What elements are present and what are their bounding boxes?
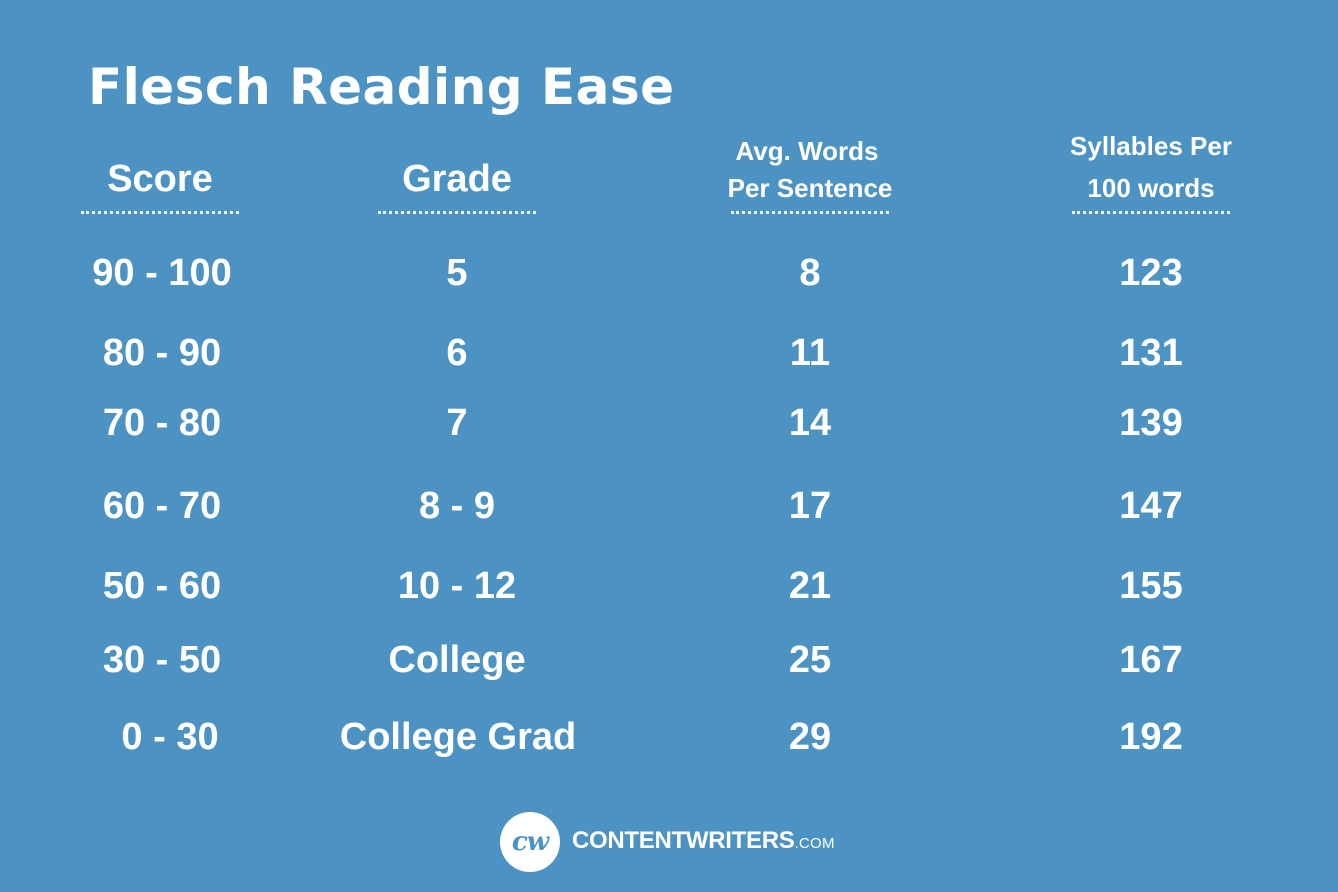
cell-words: 25 (788, 639, 832, 681)
cell-score: 70 - 80 (102, 402, 222, 444)
header-syllables-line1: Syllables Per (1070, 131, 1232, 161)
cell-score: 90 - 100 (92, 252, 232, 294)
cell-score: 60 - 70 (102, 485, 222, 527)
cell-syllables: 155 (1119, 565, 1183, 607)
cell-words: 14 (788, 402, 832, 444)
cell-score: 80 - 90 (102, 332, 222, 374)
cell-syllables: 139 (1119, 402, 1183, 444)
cell-words: 29 (788, 716, 832, 758)
header-words-line1: Avg. Words (735, 136, 879, 166)
header-grade-divider (378, 211, 536, 214)
cell-grade: 5 (446, 252, 468, 294)
cell-grade: 10 - 12 (397, 565, 517, 607)
cell-grade: College (388, 639, 526, 681)
cell-syllables: 192 (1119, 716, 1183, 758)
brand-logo: cw (500, 812, 560, 872)
header-score: Score (107, 158, 213, 200)
header-words-line2: Per Sentence (727, 173, 893, 203)
cell-words: 11 (789, 332, 831, 374)
cell-words: 17 (788, 485, 832, 527)
header-grade: Grade (402, 158, 512, 200)
cell-grade: College Grad (339, 716, 577, 758)
cell-syllables: 123 (1119, 252, 1183, 294)
header-syllables-divider (1072, 211, 1230, 214)
cell-syllables: 147 (1119, 485, 1183, 527)
cell-grade: 6 (446, 332, 468, 374)
page-title: Flesch Reading Ease (88, 58, 675, 116)
brand-suffix: .COM (794, 835, 835, 852)
cell-words: 21 (788, 565, 832, 607)
header-words-divider (731, 211, 889, 214)
cell-grade: 7 (446, 402, 468, 444)
cell-score: 50 - 60 (102, 565, 222, 607)
brand-wordmark: CONTENTWRITERS.COM (572, 829, 835, 853)
logo-mark: cw (511, 827, 549, 857)
cell-syllables: 167 (1119, 639, 1183, 681)
cell-syllables: 131 (1119, 332, 1183, 374)
header-syllables-line2: 100 words (1087, 173, 1215, 203)
header-score-divider (81, 211, 239, 214)
cell-words: 8 (799, 252, 821, 294)
cell-score: 30 - 50 (102, 639, 222, 681)
cell-score: 0 - 30 (121, 716, 219, 758)
brand-name: CONTENTWRITERS (572, 827, 795, 854)
cell-grade: 8 - 9 (418, 485, 496, 527)
